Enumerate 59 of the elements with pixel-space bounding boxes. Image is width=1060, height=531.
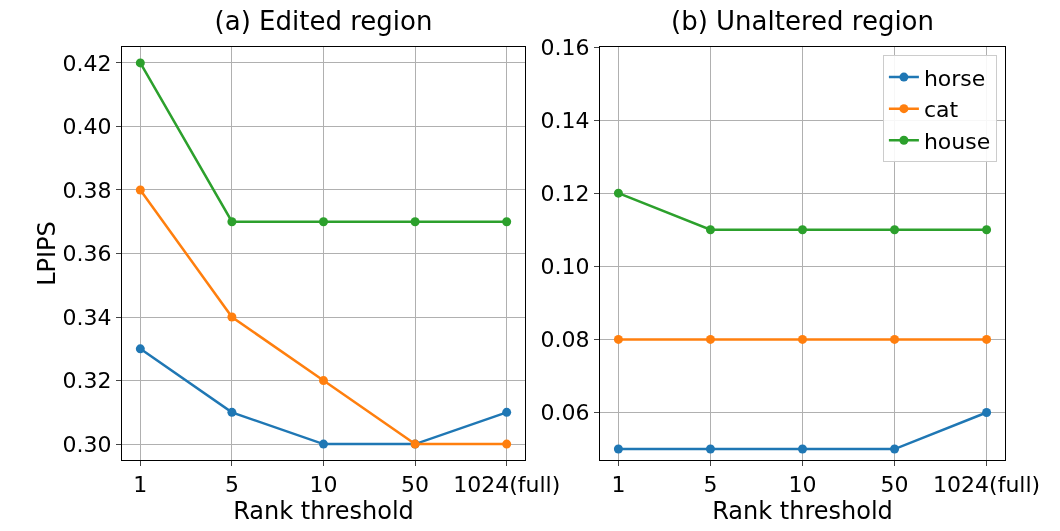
x-tick-label: 1024(full) xyxy=(933,472,1041,498)
point xyxy=(502,439,512,449)
x-tick-label: 50 xyxy=(880,472,909,498)
point xyxy=(890,334,900,344)
y-tick-label: 0.10 xyxy=(540,253,590,279)
y-tick-label: 0.40 xyxy=(62,114,112,140)
x-tick-label: 5 xyxy=(703,472,718,498)
point xyxy=(319,217,328,227)
point xyxy=(798,225,807,235)
y-tick-label: 0.14 xyxy=(540,107,590,133)
point xyxy=(705,334,715,344)
point xyxy=(227,407,237,417)
y-tick-label: 0.34 xyxy=(62,304,112,330)
point xyxy=(705,444,715,454)
y-tick-label: 0.42 xyxy=(62,50,112,76)
y-tick-label: 0.30 xyxy=(62,431,112,457)
point xyxy=(502,217,512,227)
point xyxy=(227,217,237,227)
y-tick-label: 0.32 xyxy=(62,368,112,394)
point xyxy=(798,444,807,454)
chart-title: (b) Unaltered region xyxy=(670,6,935,37)
legend-label: horse xyxy=(923,65,986,91)
point xyxy=(319,376,328,386)
y-tick-label: 0.38 xyxy=(62,177,112,203)
point xyxy=(982,225,992,235)
y-tick-label: 0.06 xyxy=(540,400,590,426)
point xyxy=(135,58,145,68)
x-axis-title: Rank threshold xyxy=(712,497,893,526)
y-tick-label: 0.08 xyxy=(540,327,590,353)
point xyxy=(982,407,992,417)
point xyxy=(613,444,623,454)
x-tick-label: 1 xyxy=(611,472,626,498)
point xyxy=(502,407,512,417)
x-tick-label: 10 xyxy=(309,472,338,498)
x-tick-label: 10 xyxy=(788,472,817,498)
legend-label: cat xyxy=(923,97,959,123)
y-tick-label: 0.16 xyxy=(540,34,590,60)
point xyxy=(705,225,715,235)
point xyxy=(613,188,623,198)
point xyxy=(890,225,900,235)
y-tick-label: 0.36 xyxy=(62,241,112,267)
legend-label: house xyxy=(923,128,991,154)
x-axis-title: Rank threshold xyxy=(233,497,414,526)
point xyxy=(227,312,237,322)
point xyxy=(135,344,145,354)
y-axis-title: LPIPS xyxy=(32,221,61,286)
point xyxy=(410,217,420,227)
chart-title: (a) Edited region xyxy=(214,6,433,37)
x-tick-label: 1024(full) xyxy=(453,472,561,498)
point xyxy=(890,444,900,454)
x-tick-label: 5 xyxy=(224,472,239,498)
x-tick-label: 1 xyxy=(133,472,148,498)
x-tick-label: 50 xyxy=(401,472,430,498)
point xyxy=(613,334,623,344)
point xyxy=(798,334,807,344)
point xyxy=(319,439,328,449)
point xyxy=(135,185,145,195)
point xyxy=(982,334,992,344)
y-tick-label: 0.12 xyxy=(540,180,590,206)
